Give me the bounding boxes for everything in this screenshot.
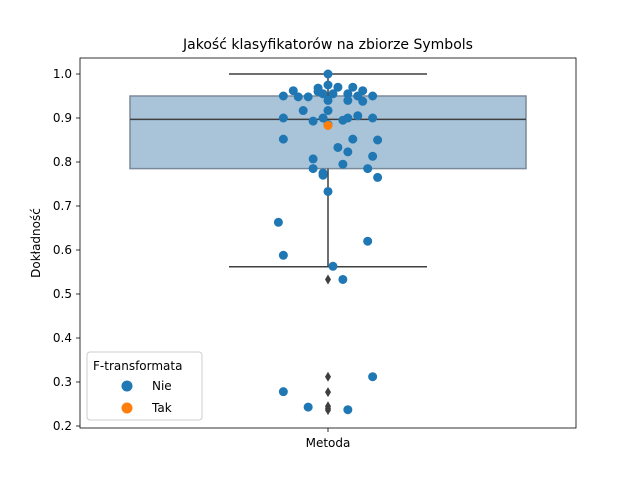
- data-point-nie: [288, 86, 298, 96]
- data-point-nie: [333, 142, 343, 152]
- data-point-nie: [348, 82, 358, 92]
- data-point-nie: [278, 250, 288, 260]
- data-point-nie: [338, 274, 348, 284]
- data-point-nie: [318, 170, 328, 180]
- data-point-tak: [323, 120, 333, 130]
- data-point-nie: [323, 106, 333, 116]
- data-point-nie: [338, 159, 348, 169]
- data-point-nie: [308, 154, 318, 164]
- legend-marker-nie: [121, 380, 133, 392]
- data-point-nie: [298, 106, 308, 116]
- y-tick-label: 0.7: [53, 199, 72, 213]
- y-tick-label: 1.0: [53, 67, 72, 81]
- legend-frame: [86, 351, 203, 421]
- data-point-nie: [323, 80, 333, 90]
- y-tick-label: 0.2: [53, 419, 72, 433]
- data-point-nie: [328, 261, 338, 271]
- y-tick-label: 0.5: [53, 287, 72, 301]
- data-point-nie: [368, 113, 378, 123]
- legend-label-tak: Tak: [151, 401, 172, 415]
- y-axis-label: Dokładność: [29, 208, 43, 278]
- data-point-nie: [278, 91, 288, 101]
- data-point-nie: [293, 92, 303, 102]
- y-tick-label: 0.9: [53, 111, 72, 125]
- data-point-nie: [358, 96, 368, 106]
- legend: F-transformata Nie Tak: [86, 351, 203, 421]
- data-point-nie: [348, 134, 358, 144]
- data-point-nie: [368, 91, 378, 101]
- data-point-nie: [313, 87, 323, 97]
- data-point-nie: [278, 134, 288, 144]
- data-point-nie: [333, 82, 343, 92]
- data-point-nie: [373, 135, 383, 145]
- swarm-points: [273, 69, 383, 415]
- data-point-nie: [273, 217, 283, 227]
- outlier-marker: [325, 274, 331, 285]
- data-point-nie: [353, 111, 363, 121]
- legend-marker-tak: [121, 402, 133, 414]
- legend-title: F-transformata: [93, 359, 182, 373]
- data-point-nie: [278, 113, 288, 123]
- outlier-marker: [325, 405, 331, 416]
- data-point-nie: [323, 95, 333, 105]
- data-point-nie: [368, 151, 378, 161]
- data-point-nie: [343, 405, 353, 415]
- legend-label-nie: Nie: [152, 379, 172, 393]
- y-tick-label: 0.6: [53, 243, 72, 257]
- x-tick-label: Metoda: [306, 436, 351, 450]
- outlier-marker: [325, 371, 331, 382]
- data-point-nie: [303, 402, 313, 412]
- y-tick-label: 0.3: [53, 375, 72, 389]
- outlier-marker: [325, 387, 331, 398]
- legend-entries: Nie Tak: [121, 379, 172, 415]
- data-point-nie: [323, 186, 333, 196]
- chart-title: Jakość klasyfikatorów na zbiorze Symbols: [182, 37, 473, 53]
- data-point-nie: [373, 172, 383, 182]
- data-point-nie: [323, 69, 333, 79]
- data-point-nie: [343, 89, 353, 99]
- data-point-nie: [278, 387, 288, 397]
- data-point-nie: [368, 372, 378, 382]
- data-point-nie: [343, 95, 353, 105]
- data-point-nie: [343, 147, 353, 157]
- data-point-nie: [308, 164, 318, 174]
- y-tick-label: 0.4: [53, 331, 72, 345]
- data-point-nie: [328, 89, 338, 99]
- data-point-nie: [303, 92, 313, 102]
- y-tick-label: 0.8: [53, 155, 72, 169]
- data-point-nie: [308, 116, 318, 126]
- data-point-nie: [363, 236, 373, 246]
- y-axis: 0.2 0.3 0.4 0.5 0.6 0.7 0.8 0.9 1.0: [53, 67, 80, 433]
- data-point-nie: [343, 113, 353, 123]
- data-point-nie: [363, 164, 373, 174]
- data-point-nie: [318, 113, 328, 123]
